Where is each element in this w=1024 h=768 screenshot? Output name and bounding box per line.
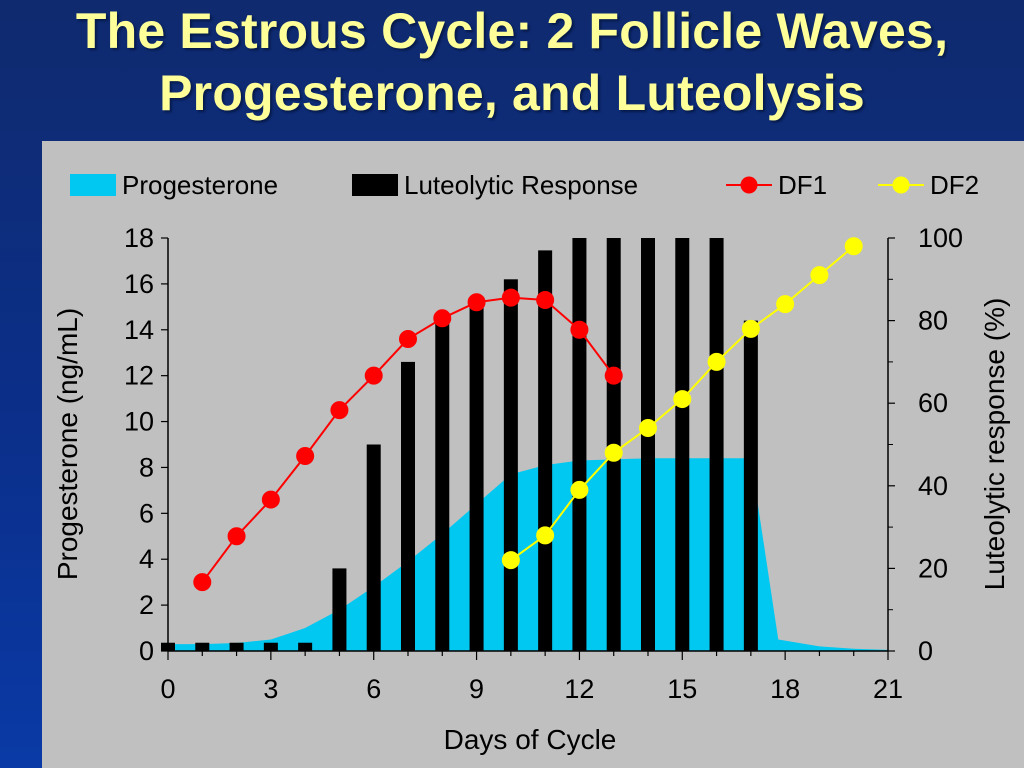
df2-point: [810, 266, 829, 285]
luteolytic-bar: [743, 320, 758, 651]
df2-point: [844, 237, 863, 256]
legend-label-progesterone: Progesterone: [122, 170, 278, 200]
x-tick-label: 21: [873, 674, 903, 704]
luteolytic-bar: [229, 642, 244, 651]
left-y-tick-label: 0: [139, 636, 154, 666]
left-y-tick-label: 12: [124, 361, 154, 391]
right-y-tick-label: 60: [918, 388, 948, 418]
df1-point: [193, 573, 212, 592]
x-axis-title: Days of Cycle: [444, 724, 617, 755]
progesterone-area: [168, 458, 888, 651]
luteolytic-bar: [709, 238, 724, 651]
legend: Progesterone Luteolytic Response DF1 DF2: [70, 170, 979, 200]
slide-title: The Estrous Cycle: 2 Follicle Waves, Pro…: [0, 0, 1024, 124]
luteolytic-bar: [538, 250, 553, 651]
left-y-tick-label: 14: [124, 315, 154, 345]
left-y-tick-label: 8: [139, 452, 154, 482]
left-y-tick-label: 16: [124, 269, 154, 299]
axes-layer: 0 2 4 6 8 10 12 14 16 18 0 20 40 60 80 100 0 3 6 9 12 15 18 21: [124, 223, 963, 704]
left-y-tick-label: 18: [124, 223, 154, 253]
legend-label-df2: DF2: [930, 170, 979, 200]
luteolytic-bar: [263, 642, 278, 651]
luteolytic-bar: [195, 642, 210, 651]
left-y-tick-label: 6: [139, 498, 154, 528]
legend-swatch-df1-marker: [740, 176, 758, 194]
luteolytic-bar: [435, 320, 450, 651]
df1-point: [604, 366, 623, 385]
right-y-tick-label: 40: [918, 471, 948, 501]
df2-point: [673, 390, 692, 409]
df2-point: [536, 526, 555, 545]
df1-point: [330, 401, 349, 420]
x-tick-label: 0: [160, 674, 175, 704]
right-y-tick-label: 80: [918, 306, 948, 336]
luteolytic-bar: [675, 238, 690, 651]
df2-point: [570, 480, 589, 499]
df1-point: [227, 527, 246, 546]
df1-point: [536, 290, 555, 309]
luteolytic-bar: [298, 642, 313, 651]
chart-panel: 0 2 4 6 8 10 12 14 16 18 0 20 40 60 80 100 0 3 6 9 12 15 18 21 …: [42, 141, 1024, 768]
slide-title-line-1: The Estrous Cycle: 2 Follicle Waves,: [75, 3, 949, 59]
df1-point: [296, 446, 315, 465]
df2-point: [741, 319, 760, 338]
legend-label-luteolytic: Luteolytic Response: [404, 170, 638, 200]
legend-swatch-luteolytic: [352, 174, 398, 196]
luteolytic-bar: [332, 568, 347, 651]
luteolytic-bar: [503, 279, 518, 651]
df1-point: [570, 320, 589, 339]
legend-label-df1: DF1: [778, 170, 827, 200]
follicle-lines-layer: [193, 237, 863, 592]
right-y-tick-label: 20: [918, 553, 948, 583]
legend-swatch-progesterone: [70, 174, 116, 196]
x-tick-label: 3: [263, 674, 278, 704]
df1-point: [261, 490, 280, 509]
x-tick-label: 15: [667, 674, 697, 704]
df1-point: [501, 288, 520, 307]
luteolytic-bar: [366, 444, 381, 651]
legend-swatch-df2-marker: [892, 176, 910, 194]
x-tick-label: 6: [366, 674, 381, 704]
right-y-tick-label: 0: [918, 636, 933, 666]
df1-point: [467, 293, 486, 312]
df2-point: [776, 295, 795, 314]
x-tick-label: 18: [770, 674, 800, 704]
left-y-tick-label: 4: [139, 544, 154, 574]
luteolytic-bar: [641, 238, 655, 651]
df2-point: [639, 418, 657, 437]
df1-point: [433, 309, 452, 328]
df1-point: [364, 366, 383, 385]
x-tick-label: 9: [469, 674, 484, 704]
luteolytic-bar: [572, 238, 587, 651]
df1-point: [399, 329, 417, 348]
left-y-tick-label: 2: [139, 590, 154, 620]
x-tick-label: 12: [564, 674, 594, 704]
left-y-tick-label: 10: [124, 407, 154, 437]
df2-point: [707, 352, 726, 371]
df2-point: [604, 443, 623, 462]
right-y-axis-title: Luteolytic response (%): [979, 298, 1010, 591]
right-y-tick-label: 100: [918, 223, 963, 253]
luteolytic-bar: [469, 299, 484, 651]
df2-point: [501, 551, 520, 570]
progesterone-area-layer: [168, 458, 888, 651]
left-y-axis-title: Progesterone (ng/mL): [52, 308, 83, 580]
slide-title-line-2: Progesterone, and Luteolysis: [159, 65, 865, 121]
luteolytic-bar: [401, 361, 415, 651]
